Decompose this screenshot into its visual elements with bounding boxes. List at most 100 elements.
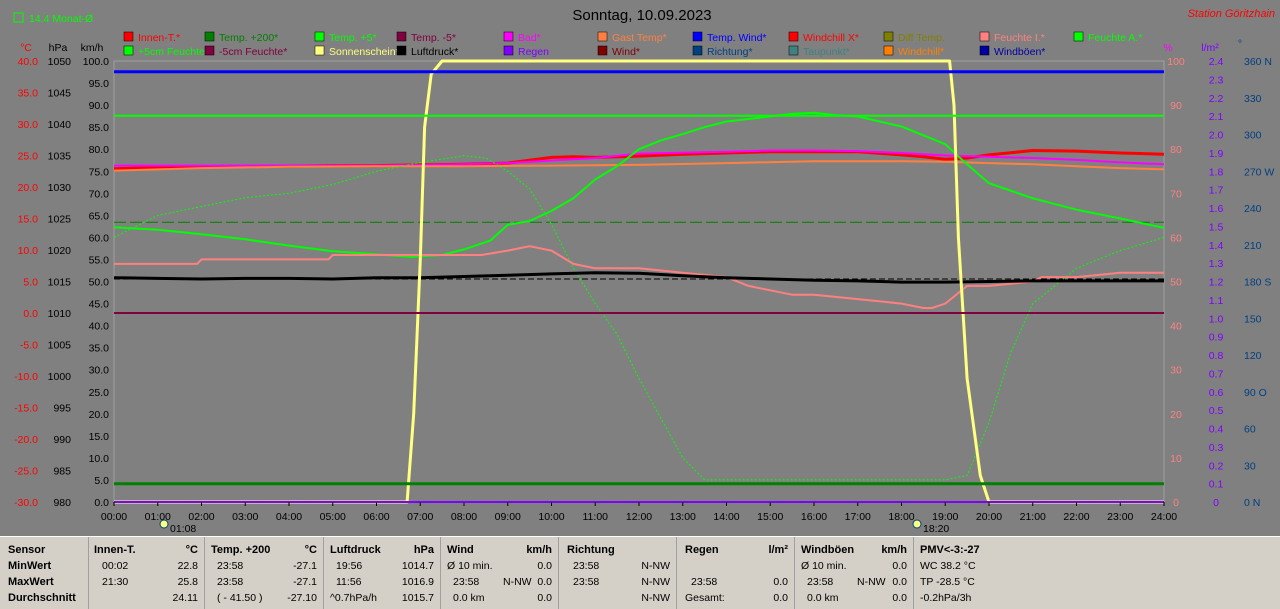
legend-label[interactable]: Bad* [518,32,541,44]
y-tick-label-wind_kmh: 95.0 [89,78,110,90]
month-avg-checkbox[interactable] [13,12,24,23]
legend-swatch[interactable] [597,45,608,56]
y-tick-label-pressure_hpa: 1005 [48,340,72,352]
y-tick-label-wind_kmh: 35.0 [89,343,110,355]
legend-swatch[interactable] [396,31,407,42]
legend-swatch[interactable] [1073,31,1084,42]
y-tick-label-rain_lm2: 0.3 [1209,442,1224,454]
stats-panel: Sensor MinWert MaxWert Durchschnitt Inne… [0,536,1280,609]
legend-swatch[interactable] [883,31,894,42]
y-tick-label-rain_lm2: 0.4 [1209,424,1224,436]
legend-label[interactable]: Richtung* [707,46,753,58]
regen-header: Regen [685,544,719,556]
legend-label[interactable]: -5cm Feuchte* [219,46,287,58]
y-tick-label-pressure_hpa: 985 [53,466,71,478]
y-tick-label-temp_c: -30.0 [14,497,38,509]
y-tick-label-temp_c: 30.0 [18,119,39,131]
legend-swatch[interactable] [314,31,325,42]
axis-unit-rain: l/m² [1201,42,1219,54]
legend-swatch[interactable] [692,31,703,42]
y-tick-label-direction: 0 N [1244,497,1260,509]
legend-swatch[interactable] [503,31,514,42]
y-tick-label-rain_lm2: 0.9 [1209,332,1224,344]
legend-label[interactable]: Windchill X* [803,32,859,44]
x-tick-label: 15:00 [757,511,783,523]
legend-swatch[interactable] [788,45,799,56]
x-tick-label: 05:00 [320,511,346,523]
y-tick-label-rain_lm2: 0 [1213,497,1219,509]
legend-label[interactable]: Gast Temp* [612,32,667,44]
y-tick-label-temp_c: 35.0 [18,88,39,100]
y-tick-label-pressure_hpa: 1045 [48,88,72,100]
y-tick-label-wind_kmh: 45.0 [89,299,110,311]
legend-swatch[interactable] [396,45,407,56]
legend-swatch[interactable] [692,45,703,56]
stats-col-labels: Sensor MinWert MaxWert Durchschnitt [0,537,89,609]
legend-label[interactable]: Temp. Wind* [707,32,767,44]
temp200-unit: °C [304,544,317,556]
y-tick-label-wind_kmh: 100.0 [83,56,109,68]
y-tick-label-temp_c: -20.0 [14,434,38,446]
y-tick-label-direction: 30 [1244,460,1256,472]
y-tick-label-rain_lm2: 1.0 [1209,313,1224,325]
chart-title: Sonntag, 10.09.2023 [572,7,711,24]
series-line [113,160,1165,172]
y-tick-label-pressure_hpa: 1030 [48,182,72,194]
wind-max-time: 23:58 [453,576,480,588]
windboeen-max-val: 0.0 [892,576,907,588]
x-tick-label: 24:00 [1151,511,1177,523]
legend-swatch[interactable] [123,31,134,42]
legend-swatch[interactable] [204,31,215,42]
x-tick-label: 06:00 [363,511,389,523]
y-tick-label-pressure_hpa: 1015 [48,277,72,289]
legend-swatch[interactable] [123,45,134,56]
legend-swatch[interactable] [314,45,325,56]
y-tick-label-pressure_hpa: 990 [53,434,71,446]
y-tick-label-direction: 330 [1244,93,1262,105]
wind-avg10-label: Ø 10 min. [447,560,493,572]
windboeen-max-dir: N-NW [857,576,886,588]
legend-label[interactable]: Windböen* [994,46,1045,58]
y-tick-label-humidity_pct: 50 [1170,277,1182,289]
series-line [113,271,1164,284]
legend-label[interactable]: Temp. -5* [411,32,456,44]
legend-label[interactable]: Wind* [612,46,640,58]
legend-label[interactable]: Innen-T.* [138,32,180,44]
legend-label[interactable]: +5cm Feuchte* [138,46,209,58]
y-tick-label-rain_lm2: 1.7 [1209,185,1224,197]
legend-label[interactable]: Regen [518,46,549,58]
legend-swatch[interactable] [204,45,215,56]
legend-label[interactable]: Temp. +5* [329,32,377,44]
y-tick-label-rain_lm2: 2.4 [1209,56,1224,68]
y-tick-label-rain_lm2: 0.1 [1209,479,1224,491]
legend-swatch[interactable] [979,31,990,42]
legend-label[interactable]: Feuchte A.* [1088,32,1142,44]
x-tick-label: 00:00 [101,511,127,523]
x-tick-label: 19:00 [932,511,958,523]
x-tick-label: 12:00 [626,511,652,523]
innen-min-val: 22.8 [177,560,198,572]
legend-label[interactable]: Luftdruck* [411,46,458,58]
legend-label[interactable]: Feuchte I.* [994,32,1045,44]
stats-col-temp200: Temp. +200 °C 23:58 -27.1 23:58 -27.1 ( … [205,537,324,609]
stats-col-regen: Regen l/m² 23:58 0.0 Gesamt: 0.0 [677,537,795,609]
y-tick-label-wind_kmh: 5.0 [94,475,109,487]
wind-unit: km/h [526,544,552,556]
row-label-min: MinWert [8,560,52,572]
legend-label[interactable]: Taupunkt* [803,46,850,58]
richtung-avg-val: N-NW [641,592,670,604]
pmv-dewpoint: TP -28.5 °C [920,576,975,588]
legend-label[interactable]: Windchill* [898,46,944,58]
legend-swatch[interactable] [597,31,608,42]
legend-label[interactable]: Diff Temp. [898,32,945,44]
y-tick-label-temp_c: -5.0 [20,340,38,352]
regen-max-val: 0.0 [773,576,788,588]
legend-swatch[interactable] [979,45,990,56]
legend-swatch[interactable] [788,31,799,42]
legend-swatch[interactable] [883,45,894,56]
x-tick-label: 09:00 [495,511,521,523]
legend-swatch[interactable] [503,45,514,56]
legend-label[interactable]: Sonnenschein* [329,46,400,58]
wind-distance: 0.0 km [453,592,485,604]
legend-label[interactable]: Temp. +200* [219,32,278,44]
